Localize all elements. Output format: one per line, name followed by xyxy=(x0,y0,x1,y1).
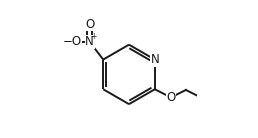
Text: N: N xyxy=(150,53,159,66)
Text: −O: −O xyxy=(63,35,82,48)
Text: O: O xyxy=(85,18,94,31)
Text: +: + xyxy=(90,32,97,41)
Text: N: N xyxy=(85,35,94,48)
Text: O: O xyxy=(166,91,176,104)
